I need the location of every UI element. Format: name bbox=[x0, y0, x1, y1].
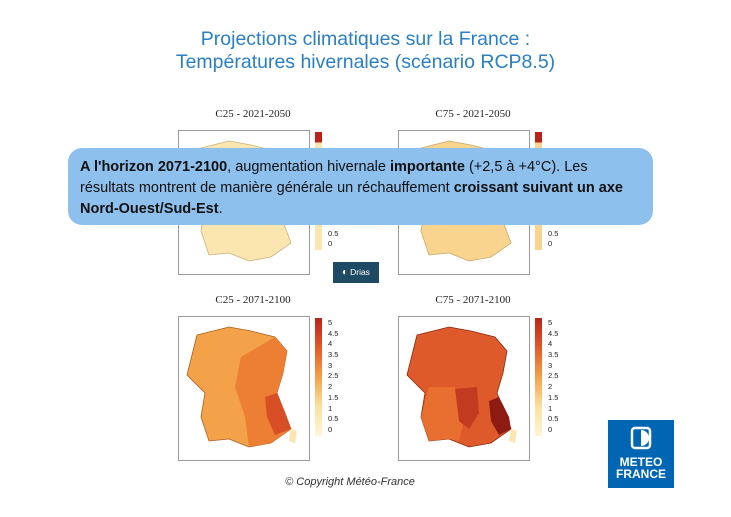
map-label: C75 - 2071-2100 bbox=[435, 294, 511, 306]
title-line-2: Températures hivernales (scénario RCP8.5… bbox=[175, 51, 556, 73]
legend-ticks: 5 4.5 4 3.5 3 2.5 2 1.5 1 0.5 0 bbox=[328, 318, 339, 434]
drias-logo: ◐ Drias bbox=[333, 262, 379, 283]
copyright-notice: © Copyright Météo-France bbox=[285, 476, 415, 488]
map-label: C75 - 2021-2050 bbox=[435, 108, 511, 120]
summary-callout: A l'horizon 2071-2100, augmentation hive… bbox=[68, 148, 653, 225]
legend-ticks: 5 4.5 4 3.5 3 2.5 2 1.5 1 0.5 0 bbox=[548, 318, 559, 434]
color-scale-bar bbox=[315, 318, 322, 436]
map-c25-2071-2100: C25 - 2071-2100 5 4.5 4 3.5 3 2.5 2 1.5 … bbox=[178, 294, 353, 461]
callout-text-3: . bbox=[218, 201, 223, 217]
color-scale-bar bbox=[535, 318, 542, 436]
france-map bbox=[178, 316, 310, 461]
map-label: C25 - 2071-2100 bbox=[215, 294, 291, 306]
callout-importance: importante bbox=[390, 159, 465, 175]
callout-gradient: croissant suivant un axe Nord-Ouest/Sud-… bbox=[80, 180, 623, 217]
map-c75-2071-2100: C75 - 2071-2100 5 4.5 4 3.5 3 2.5 2 1.5 … bbox=[398, 294, 573, 461]
title-line-1: Projections climatiques sur la France : bbox=[200, 28, 531, 50]
meteo-logo-line2: FRANCE bbox=[616, 467, 666, 481]
meteo-logo-line1: METEO bbox=[619, 455, 663, 469]
drias-swirl-icon: ◐ bbox=[342, 267, 349, 278]
callout-horizon: A l'horizon 2071-2100 bbox=[80, 159, 228, 175]
map-label: C25 - 2021-2050 bbox=[215, 108, 291, 120]
drias-logo-text: Drias bbox=[350, 267, 370, 277]
slide-title: Projections climatiques sur la France : … bbox=[0, 28, 731, 74]
meteo-france-emblem-icon bbox=[630, 426, 652, 450]
callout-text-2: (+2,5 à +4°C). Les résultats montrent de… bbox=[80, 159, 588, 196]
callout-text-1: , augmentation hivernale bbox=[227, 159, 390, 175]
france-map bbox=[398, 316, 530, 461]
meteo-france-logo: METEO FRANCE bbox=[608, 420, 674, 488]
